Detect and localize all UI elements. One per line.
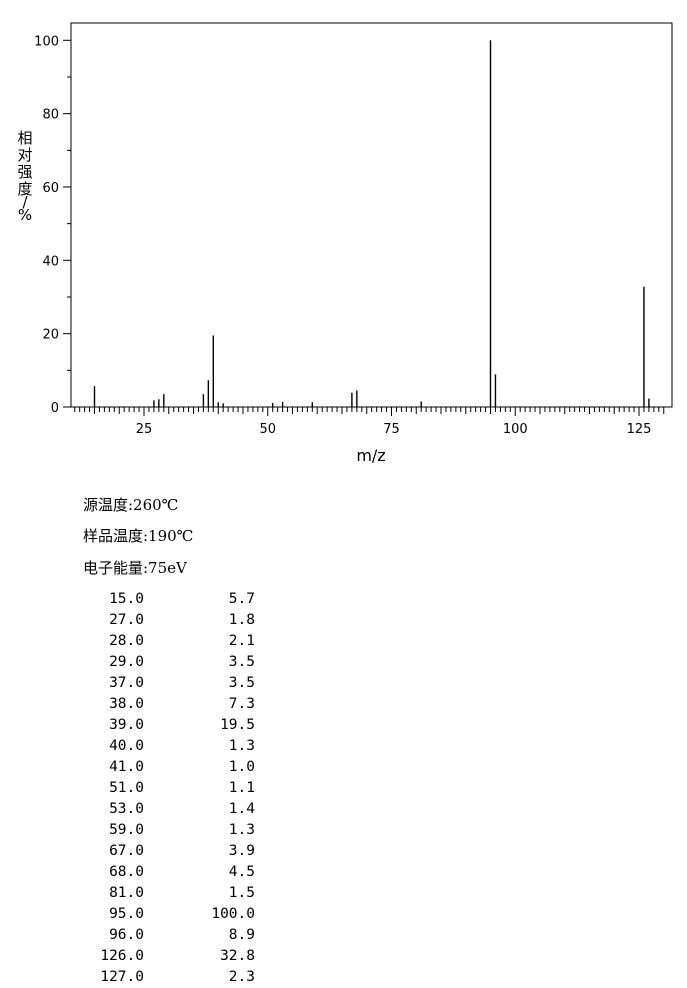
peak-intensity: 2.3 — [228, 969, 255, 985]
peak-row: 41.0 1.0 — [88, 757, 268, 778]
peak-intensity: 3.9 — [228, 843, 255, 859]
peak-row: 67.0 3.9 — [88, 841, 268, 862]
y-tick-label: 0 — [51, 401, 59, 416]
sample-temperature: 样品温度:190℃ — [83, 527, 194, 545]
peak-mz: 95.0 — [109, 906, 144, 922]
peak-row: 81.0 1.5 — [88, 883, 268, 904]
peak-mz: 38.0 — [109, 696, 144, 712]
y-tick-label: 40 — [42, 254, 59, 269]
peak-row: 27.0 1.8 — [88, 610, 268, 631]
peak-row: 126.0 32.8 — [88, 946, 268, 967]
peak-row: 39.0 19.5 — [88, 715, 268, 736]
x-axis-label: m/z — [356, 446, 385, 465]
peak-mz: 59.0 — [109, 822, 144, 838]
peak-intensity: 1.0 — [228, 759, 255, 775]
peak-intensity: 5.7 — [228, 591, 255, 607]
peak-mz: 27.0 — [109, 612, 144, 628]
peak-mz: 126.0 — [100, 948, 144, 964]
peak-mz: 96.0 — [109, 927, 144, 943]
peak-mz: 15.0 — [109, 591, 144, 607]
peak-intensity: 7.3 — [228, 696, 255, 712]
peak-row: 96.0 8.9 — [88, 925, 268, 946]
y-tick-label: 60 — [42, 181, 59, 196]
y-tick-label: 80 — [42, 108, 59, 123]
x-tick-label: 100 — [503, 422, 528, 437]
spectrum-peaks — [93, 40, 650, 407]
peak-intensity: 2.1 — [228, 633, 255, 649]
y-axis: 0 20 40 60 80 100 — [34, 34, 71, 416]
peak-row: 29.0 3.5 — [88, 652, 268, 673]
y-tick-label: 20 — [42, 328, 59, 343]
peak-row: 51.0 1.1 — [88, 778, 268, 799]
peak-row: 68.0 4.5 — [88, 862, 268, 883]
peak-row: 95.0 100.0 — [88, 904, 268, 925]
peak-row: 38.0 7.3 — [88, 694, 268, 715]
x-tick-label: 75 — [383, 422, 400, 437]
x-tick-label: 125 — [627, 422, 652, 437]
x-axis: 25 50 75 100 125 — [74, 407, 665, 437]
peak-intensity: 1.8 — [228, 612, 255, 628]
peak-intensity: 3.5 — [228, 654, 255, 670]
peak-mz: 68.0 — [109, 864, 144, 880]
peak-row: 28.0 2.1 — [88, 631, 268, 652]
peak-intensity: 1.3 — [228, 738, 255, 754]
peak-intensity: 32.8 — [220, 948, 255, 964]
peak-intensity: 3.5 — [228, 675, 255, 691]
peak-intensity: 8.9 — [228, 927, 255, 943]
peak-intensity: 1.4 — [228, 801, 255, 817]
peak-row: 37.0 3.5 — [88, 673, 268, 694]
peak-mz: 39.0 — [109, 717, 144, 733]
peak-intensity: 19.5 — [220, 717, 255, 733]
peak-intensity: 100.0 — [211, 906, 255, 922]
plot-frame — [70, 22, 673, 408]
peak-intensity: 1.5 — [228, 885, 255, 901]
electron-energy: 电子能量:75eV — [83, 559, 187, 577]
x-tick-label: 25 — [136, 422, 153, 437]
peak-mz: 41.0 — [109, 759, 144, 775]
peak-mz: 37.0 — [109, 675, 144, 691]
peak-list: 15.0 5.7 27.0 1.8 28.0 2.1 29.0 3.5 37.0 3.5 38.0 7… — [88, 589, 268, 988]
peak-mz: 53.0 — [109, 801, 144, 817]
peak-mz: 28.0 — [109, 633, 144, 649]
peak-row: 59.0 1.3 — [88, 820, 268, 841]
peak-mz: 40.0 — [109, 738, 144, 754]
peak-mz: 51.0 — [109, 780, 144, 796]
peak-mz: 67.0 — [109, 843, 144, 859]
peak-row: 53.0 1.4 — [88, 799, 268, 820]
source-temperature: 源温度:260℃ — [83, 496, 179, 514]
peak-row: 127.0 2.3 — [88, 967, 268, 988]
peak-intensity: 4.5 — [228, 864, 255, 880]
peak-mz: 127.0 — [100, 969, 144, 985]
mass-spectrum-chart: 0 20 40 60 80 100 25 50 75 100 125 m/z 相对强度/% — [17, 22, 673, 465]
peak-intensity: 1.3 — [228, 822, 255, 838]
y-tick-label: 100 — [34, 34, 59, 49]
y-axis-label: 相对强度/% — [17, 129, 32, 224]
peak-mz: 81.0 — [109, 885, 144, 901]
peak-row: 15.0 5.7 — [88, 589, 268, 610]
peak-intensity: 1.1 — [228, 780, 255, 796]
x-tick-label: 50 — [259, 422, 276, 437]
peak-row: 40.0 1.3 — [88, 736, 268, 757]
peak-mz: 29.0 — [109, 654, 144, 670]
